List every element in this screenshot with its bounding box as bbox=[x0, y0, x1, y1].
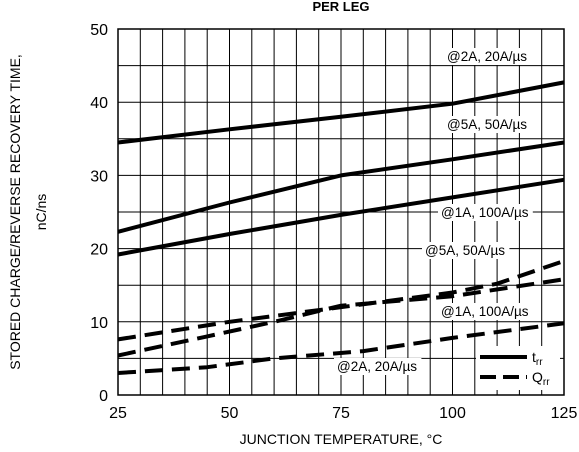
series-label-background bbox=[422, 242, 510, 259]
legend-background bbox=[476, 346, 560, 390]
series-label-background bbox=[438, 204, 533, 221]
y-axis-label-line2: nC/ns bbox=[33, 194, 49, 231]
x-tick-label: 75 bbox=[332, 405, 350, 422]
y-tick-label: 30 bbox=[90, 168, 108, 185]
series-label: @1A, 100A/µs bbox=[441, 205, 529, 220]
series-label-background bbox=[334, 358, 422, 375]
series-label: @1A, 100A/µs bbox=[441, 304, 529, 319]
series-label: @5A, 50A/µs bbox=[447, 117, 527, 132]
series-label-background bbox=[438, 303, 533, 320]
y-tick-label: 50 bbox=[90, 22, 108, 39]
chart-title: PER LEG bbox=[312, 0, 369, 14]
trr-series-line bbox=[117, 140, 565, 234]
tick-labels: 25 50 75 100 125 0 10 20 30 40 50 bbox=[90, 22, 577, 422]
x-tick-label: 50 bbox=[221, 405, 239, 422]
trr-series-line bbox=[117, 80, 565, 145]
series-label: @2A, 20A/µs bbox=[447, 49, 527, 64]
plot-frame bbox=[117, 28, 565, 396]
trr-series-line bbox=[117, 177, 565, 257]
series-label-background bbox=[444, 116, 532, 133]
x-tick-label: 125 bbox=[551, 405, 578, 422]
y-tick-label: 20 bbox=[90, 242, 108, 259]
series-labels: @2A, 20A/µs @5A, 50A/µs @1A, 100A/µs @5A, 5… bbox=[334, 48, 533, 375]
qrr-series-line bbox=[117, 321, 565, 375]
y-tick-label: 40 bbox=[90, 95, 108, 112]
series-label-background bbox=[444, 48, 532, 65]
y-tick-label: 0 bbox=[99, 388, 108, 405]
legend-label: trr bbox=[532, 349, 543, 368]
qrr-series-line bbox=[117, 277, 565, 358]
series-group bbox=[117, 80, 565, 375]
series-label: @5A, 50A/µs bbox=[425, 243, 505, 258]
series-label: @2A, 20A/µs bbox=[337, 359, 417, 374]
y-axis-label-line1: STORED CHARGE/REVERSE RECOVERY TIME, bbox=[7, 54, 23, 370]
x-tick-label: 25 bbox=[109, 405, 127, 422]
y-tick-label: 10 bbox=[90, 315, 108, 332]
x-tick-label: 100 bbox=[439, 405, 466, 422]
x-axis-label: JUNCTION TEMPERATURE, °C bbox=[240, 431, 443, 447]
